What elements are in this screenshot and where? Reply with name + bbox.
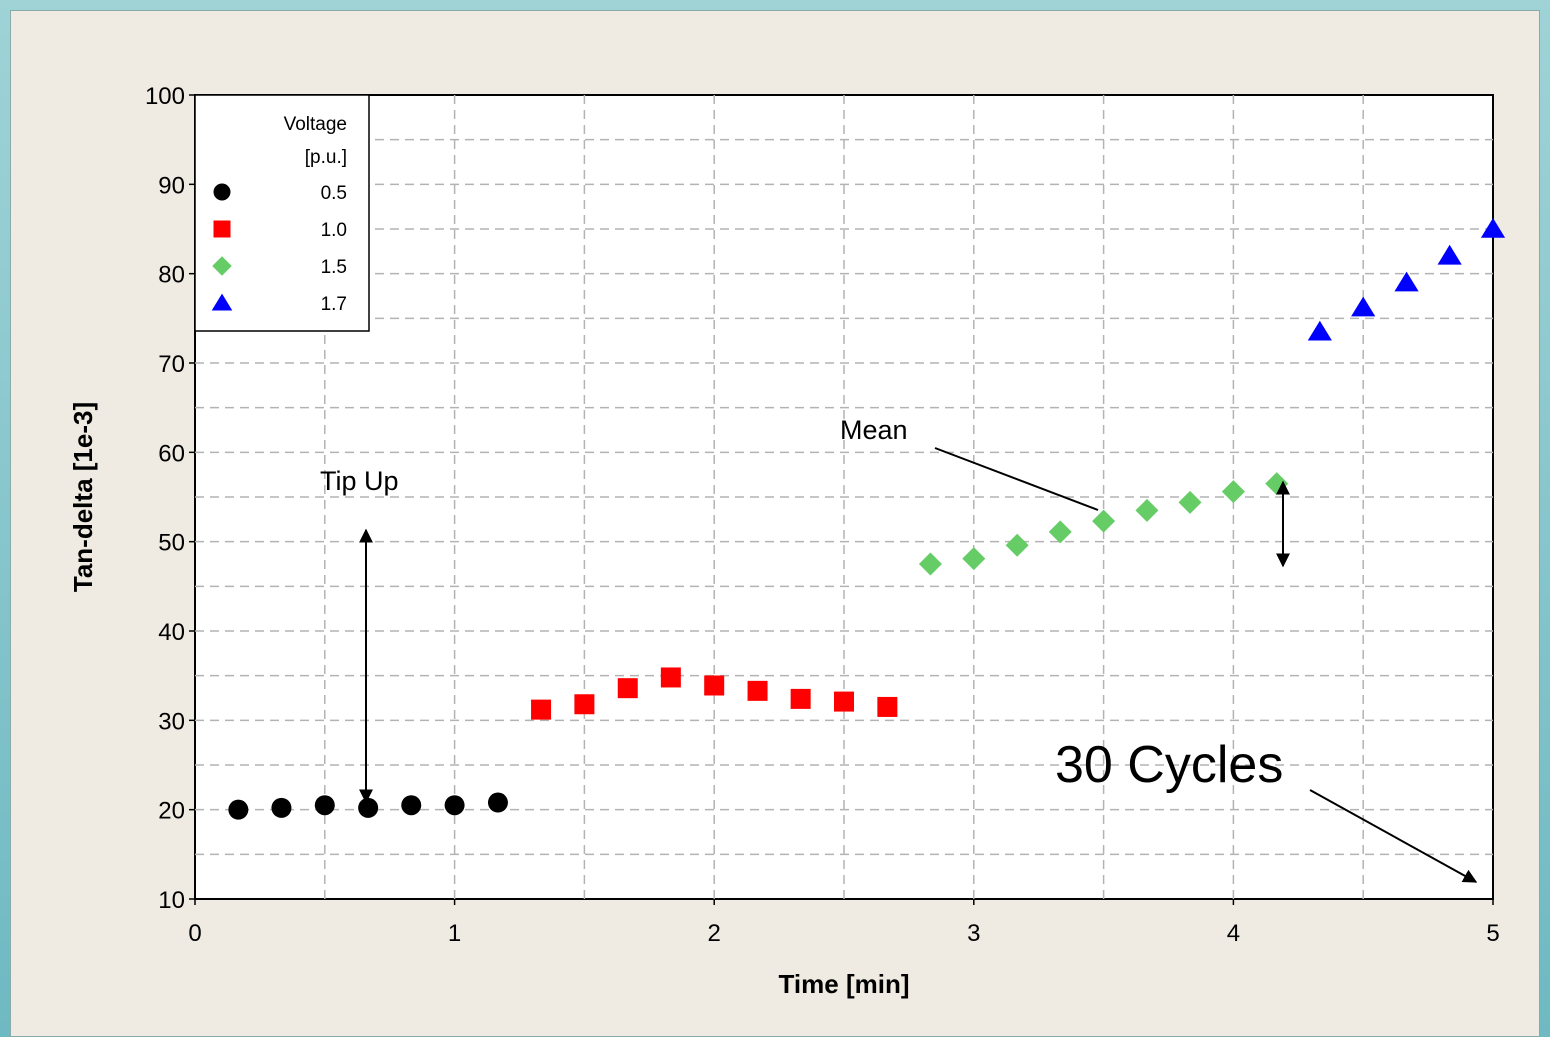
cycles-arrow	[1309, 789, 1478, 883]
data-point-square	[531, 699, 552, 720]
data-point-square	[747, 680, 768, 701]
data-point-diamond	[1005, 533, 1029, 557]
tip-up-annotation: Tip Up	[320, 466, 399, 804]
data-point-diamond	[1221, 480, 1245, 504]
y-tick-label: 30	[158, 708, 185, 735]
legend-title-line2: [p.u.]	[305, 147, 347, 168]
data-point-circle	[358, 797, 379, 818]
x-axis-title: Time [min]	[779, 969, 910, 999]
data-point-circle	[228, 799, 249, 820]
legend-symbol-circle	[213, 183, 231, 201]
x-tick-label: 4	[1227, 920, 1240, 947]
legend-symbol-triangle	[211, 293, 233, 311]
x-tick-label: 5	[1486, 920, 1499, 947]
cycles-annotation: 30 Cycles	[1055, 736, 1478, 883]
y-tick-label: 60	[158, 440, 185, 467]
data-marks	[228, 218, 1506, 820]
legend: Voltage [p.u.] 0.5 1.0 1.5 1.7	[194, 94, 370, 332]
data-point-square	[574, 694, 595, 715]
legend-label: 0.5	[321, 183, 347, 204]
mean-annotation: Mean	[840, 415, 1290, 568]
data-point-square	[790, 688, 811, 709]
tip-up-label: Tip Up	[320, 466, 399, 496]
data-point-circle	[444, 795, 465, 816]
data-point-diamond	[962, 547, 986, 571]
data-point-square	[877, 696, 898, 717]
legend-items: 0.5 1.0 1.5 1.7	[211, 183, 347, 315]
data-point-triangle	[1307, 320, 1332, 341]
x-tick-label: 2	[708, 920, 721, 947]
data-point-square	[704, 675, 725, 696]
data-point-diamond	[918, 552, 942, 576]
y-tick-label: 20	[158, 798, 185, 825]
legend-label: 1.7	[321, 294, 347, 315]
data-point-diamond	[1048, 520, 1072, 544]
data-point-triangle	[1480, 218, 1506, 238]
y-axis-title: Tan-delta [1e-3]	[68, 402, 98, 592]
data-point-circle	[487, 792, 508, 813]
cycles-label: 30 Cycles	[1055, 736, 1283, 794]
legend-symbol-diamond	[212, 256, 232, 276]
data-point-circle	[401, 795, 422, 816]
legend-box	[194, 94, 370, 332]
x-tick-label: 0	[188, 920, 201, 947]
data-point-diamond	[1135, 498, 1159, 522]
legend-label: 1.5	[321, 257, 347, 278]
data-point-circle	[271, 797, 292, 818]
y-tick-label: 50	[158, 530, 185, 557]
y-tick-label: 90	[158, 172, 185, 199]
legend-label: 1.0	[321, 220, 347, 241]
data-point-square	[834, 691, 854, 712]
data-point-diamond	[1178, 490, 1202, 514]
legend-symbol-square	[213, 220, 231, 238]
data-point-square	[617, 678, 638, 699]
data-point-diamond	[1092, 509, 1116, 533]
data-point-circle	[314, 795, 335, 816]
y-tick-label: 40	[158, 619, 185, 646]
y-tick-label: 80	[158, 262, 185, 289]
data-point-triangle	[1394, 271, 1419, 292]
legend-title-line1: Voltage	[284, 114, 347, 135]
x-tick-label: 3	[967, 920, 980, 947]
mean-label: Mean	[840, 415, 908, 445]
data-point-triangle	[1437, 244, 1462, 265]
y-tick-label: 10	[158, 887, 185, 914]
mean-pointer-line	[934, 447, 1099, 511]
data-point-square	[660, 667, 681, 688]
data-point-triangle	[1351, 296, 1376, 317]
tick-labels: 0 1 2 3 4 5 10 20 30 40 50 60 70 80 90 100	[145, 83, 1500, 947]
y-tick-label: 70	[158, 351, 185, 378]
y-tick-label: 100	[145, 83, 185, 110]
x-tick-label: 1	[448, 920, 461, 947]
